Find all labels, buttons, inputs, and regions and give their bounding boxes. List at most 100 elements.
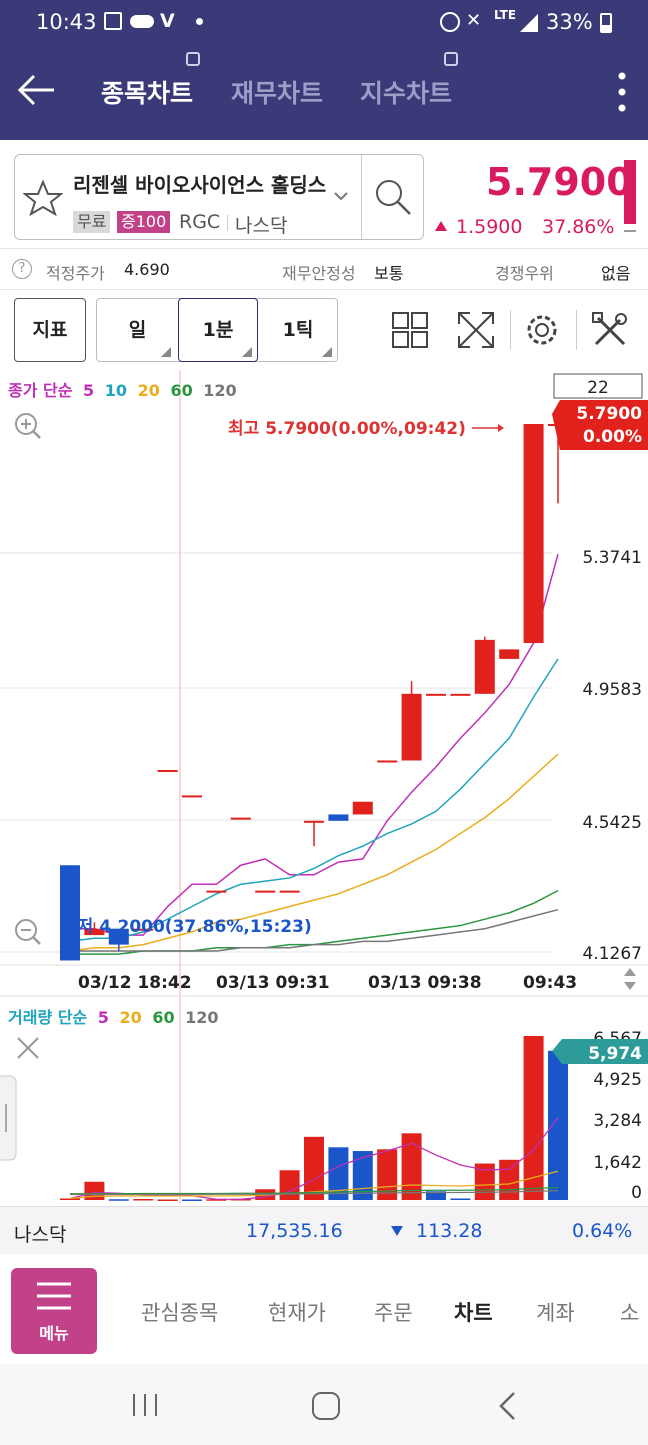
indicator-button[interactable]: 지표 xyxy=(14,298,86,362)
nav-chart[interactable]: 차트 xyxy=(454,1301,493,1325)
competition-value: 없음 xyxy=(601,264,631,283)
nav-more[interactable]: 소 xyxy=(620,1301,640,1325)
divider xyxy=(227,215,228,231)
tab-stock-chart[interactable]: 종목차트 xyxy=(101,79,194,108)
fair-price-value: 4.690 xyxy=(124,260,170,279)
help-icon[interactable]: ? xyxy=(12,259,32,279)
zoom-in-icon[interactable] xyxy=(15,413,41,439)
period-selector: 일 1분 1틱 xyxy=(96,298,338,362)
favorite-star-icon[interactable] xyxy=(23,179,63,217)
candle xyxy=(401,693,422,761)
volume-bar xyxy=(108,1199,129,1201)
close-volume-icon[interactable] xyxy=(17,1037,39,1059)
notification-dot-icon xyxy=(196,18,203,25)
zoom-out-icon[interactable] xyxy=(15,919,41,945)
back-arrow-icon[interactable] xyxy=(16,72,56,108)
volume-legend-ma60: 60 xyxy=(152,1008,174,1027)
price-legend-title: 종가 단순 xyxy=(8,381,73,400)
ma-line-120 xyxy=(70,908,559,952)
chevron-down-icon[interactable] xyxy=(333,191,349,201)
alarm-icon xyxy=(440,12,460,32)
settings-gear-icon[interactable] xyxy=(522,310,562,350)
candle xyxy=(133,928,154,931)
volume-ma-line-60 xyxy=(70,1186,559,1195)
stock-selector[interactable]: 리젠셀 바이오사이언스 홀딩스 무료 증100 RGC 나스닥 xyxy=(14,154,424,240)
volume-y-tick: 1,642 xyxy=(593,1153,642,1173)
side-panel-handle[interactable] xyxy=(0,1075,17,1161)
divider xyxy=(576,310,577,350)
price-legend[interactable]: 종가 단순 5 10 20 60 120 xyxy=(8,381,237,400)
current-volume-tag: 5,974 xyxy=(588,1044,642,1064)
current-price: 5.7900 xyxy=(486,160,633,204)
period-day-button[interactable]: 일 xyxy=(128,319,147,341)
y-tick: 4.9583 xyxy=(583,680,642,700)
valuation-info-bar: ? 적정주가 4.690 재무안정성 보통 경쟁우위 없음 xyxy=(0,248,648,290)
battery-percent: 33% xyxy=(546,10,593,34)
candle xyxy=(157,770,178,773)
volume-bar xyxy=(304,1136,324,1200)
volume-bar xyxy=(279,1170,300,1200)
volte-icon: V xyxy=(160,10,175,32)
nav-account[interactable]: 계좌 xyxy=(536,1301,575,1325)
search-icon[interactable] xyxy=(373,177,413,217)
x-tick: 03/13 09:31 xyxy=(216,973,330,993)
volume-bar xyxy=(523,1036,544,1200)
divider xyxy=(510,310,511,350)
nav-order[interactable]: 주문 xyxy=(374,1301,413,1325)
price-legend-ma5: 5 xyxy=(83,381,94,400)
tab-financial-chart[interactable]: 재무차트 xyxy=(231,79,324,108)
price-legend-ma10: 10 xyxy=(105,381,127,400)
price-legend-ma120: 120 xyxy=(203,381,236,400)
nav-current-price[interactable]: 현재가 xyxy=(268,1301,326,1325)
tools-icon[interactable] xyxy=(590,310,630,350)
time-axis-scroll-icon[interactable] xyxy=(624,968,636,990)
volume-bar xyxy=(328,1147,349,1200)
ma-line-10 xyxy=(69,658,559,943)
ma-line-20 xyxy=(69,753,559,952)
high-annotation: 최고 5.7900(0.00%,09:42) xyxy=(228,419,466,439)
high-annotation-arrowhead xyxy=(498,424,504,432)
volume-bar xyxy=(548,1050,568,1200)
index-ticker-bar[interactable]: 나스닥 17,535.16 113.28 0.64% xyxy=(0,1206,648,1254)
x-tick: 03/13 09:38 xyxy=(368,973,482,993)
menu-button[interactable]: 메뉴 xyxy=(11,1268,97,1354)
candle xyxy=(499,649,520,659)
current-price-marker xyxy=(552,400,648,450)
volume-bar xyxy=(474,1163,495,1200)
ticker: RGC xyxy=(179,211,221,233)
candle xyxy=(474,639,495,694)
index-value: 17,535.16 xyxy=(246,1220,343,1242)
stock-name: 리젠셀 바이오사이언스 홀딩스 xyxy=(73,173,327,197)
layout-grid-icon[interactable] xyxy=(390,310,430,350)
volume-legend[interactable]: 거래량 단순 5 20 60 120 xyxy=(8,1008,219,1027)
back-icon[interactable] xyxy=(496,1390,520,1422)
chart-area[interactable]: 종가 단순 5 10 20 60 120 거래량 단순 5 20 60 120 … xyxy=(0,370,648,1204)
recent-apps-icon[interactable] xyxy=(130,1390,160,1420)
period-1min-button[interactable]: 1분 xyxy=(178,298,258,362)
nav-watchlist[interactable]: 관심종목 xyxy=(141,1301,219,1325)
home-icon[interactable] xyxy=(310,1390,342,1422)
fullscreen-icon[interactable] xyxy=(456,310,496,350)
x-tick: 03/12 18:42 xyxy=(78,973,192,993)
volume-bar xyxy=(84,1181,105,1200)
index-change: 113.28 xyxy=(416,1220,483,1242)
tab-index-chart[interactable]: 지수차트 xyxy=(360,79,453,108)
volume-bar xyxy=(60,1198,80,1201)
corner-arrow-icon xyxy=(322,347,332,357)
index-change-pct: 0.64% xyxy=(572,1220,633,1242)
current-price-tag: 5.7900 xyxy=(576,404,642,424)
candle-count[interactable]: 22 xyxy=(587,378,609,398)
volume-y-tick: 0 xyxy=(631,1183,642,1203)
period-1tick-button[interactable]: 1틱 xyxy=(282,319,314,341)
volume-legend-ma120: 120 xyxy=(185,1008,218,1027)
corner-arrow-icon xyxy=(161,347,171,357)
free-badge: 무료 xyxy=(73,211,111,233)
candle-count-box xyxy=(553,373,643,399)
volume-bar xyxy=(426,1191,446,1200)
tab-stock-chart-badge-icon xyxy=(186,52,200,66)
volume-bar xyxy=(499,1159,520,1200)
hamburger-icon xyxy=(37,1282,71,1310)
candle xyxy=(108,928,129,945)
more-options-icon[interactable] xyxy=(612,70,632,114)
price-strength-baseline xyxy=(624,230,636,232)
